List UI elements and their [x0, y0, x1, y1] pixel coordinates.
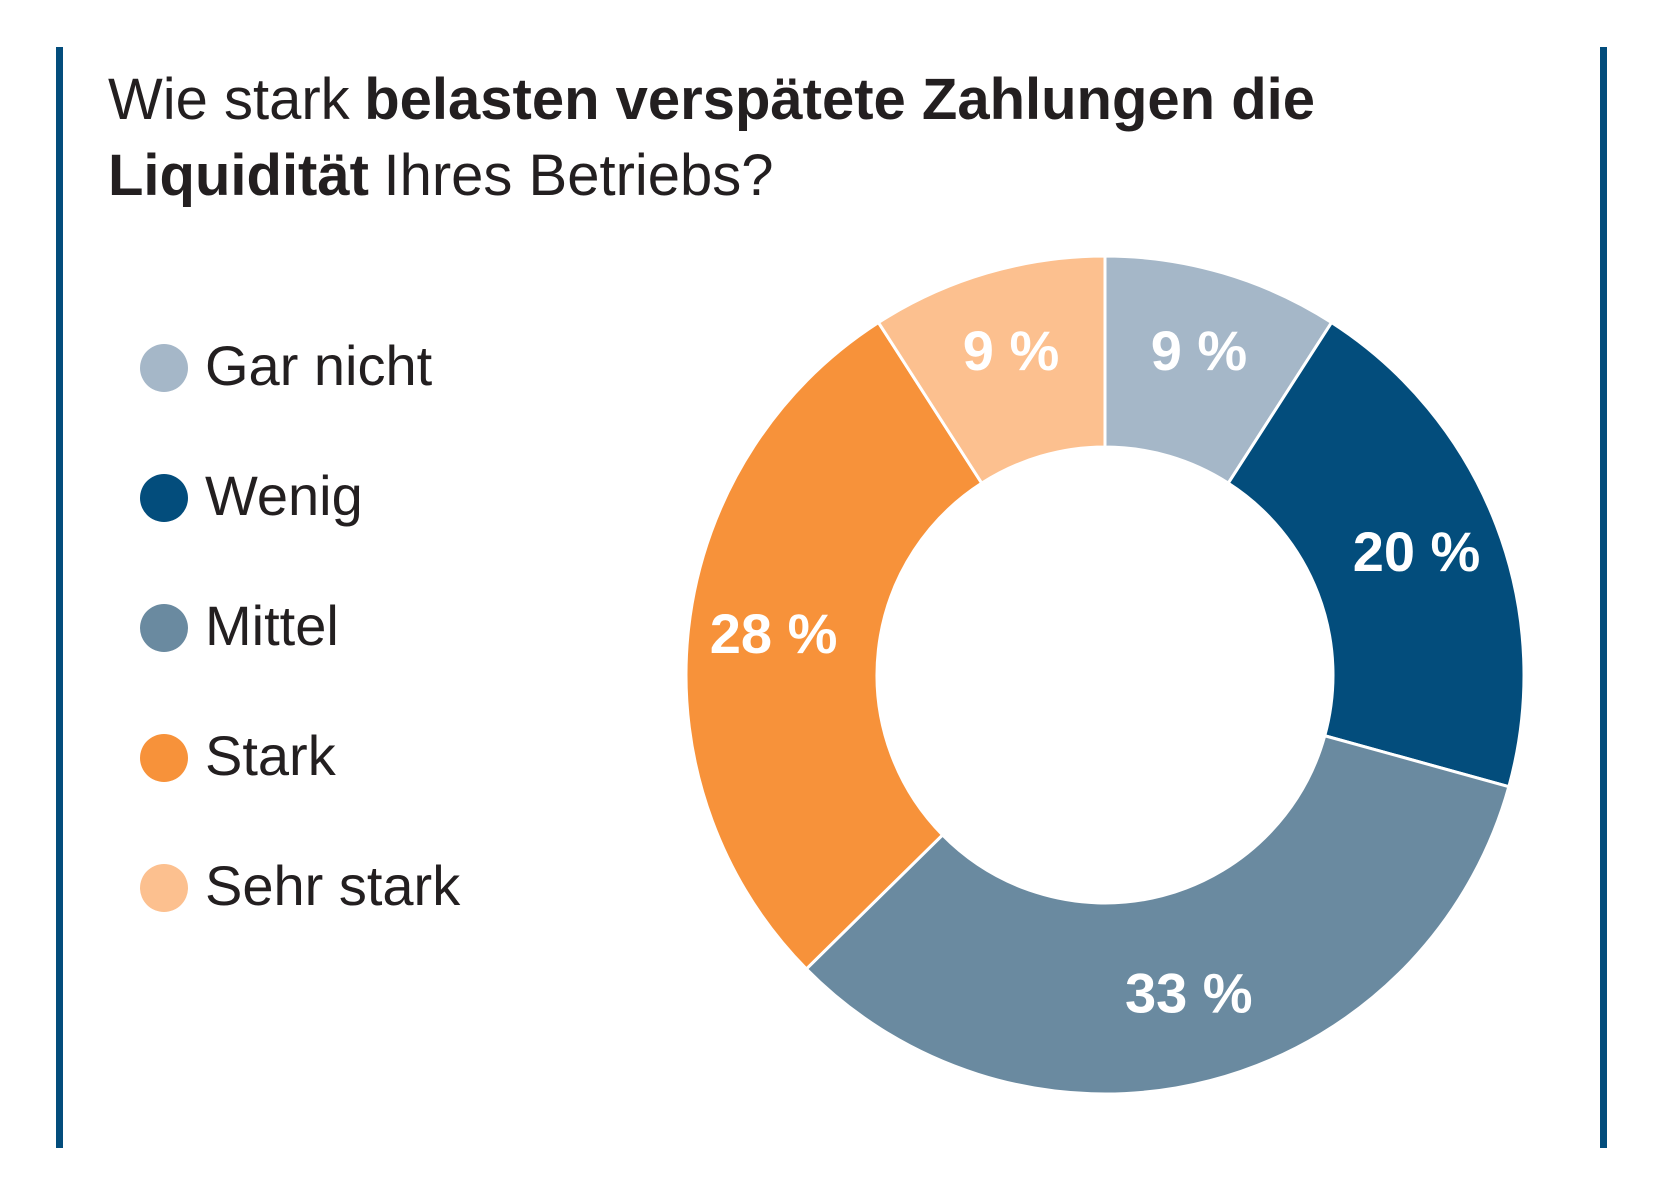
donut-slice: [684, 320, 984, 972]
value-label: 20 %: [1353, 520, 1481, 583]
legend-label: Gar nicht: [205, 334, 433, 397]
value-label: 9 %: [963, 319, 1060, 382]
legend-swatch: [140, 734, 188, 782]
legend-swatch: [140, 474, 188, 522]
title-line: Wie stark belasten verspätete Zahlungen d…: [108, 62, 1330, 138]
border-bar: [56, 47, 63, 1148]
legend-swatch: [140, 864, 188, 912]
title-line: Liquidität Ihres Betriebs?: [108, 138, 1330, 214]
value-label: 9 %: [1151, 319, 1248, 382]
title-segment: Ihres Betriebs?: [383, 143, 774, 208]
legend-label: Stark: [205, 724, 337, 787]
donut-slice: [1226, 320, 1526, 789]
legend-label: Mittel: [205, 594, 339, 657]
title-segment: Liquidität: [108, 143, 369, 208]
value-label: 33 %: [1125, 962, 1253, 1025]
title-segment: belasten verspätete Zahlungen die: [364, 67, 1316, 132]
value-label: 28 %: [710, 602, 838, 665]
legend-swatch: [140, 604, 188, 652]
legend-label: Wenig: [205, 464, 363, 527]
legend-label: Sehr stark: [205, 854, 461, 917]
title-segment: Wie stark: [108, 67, 350, 132]
border-bar: [1600, 47, 1607, 1148]
donut-slice: [804, 733, 1511, 1096]
legend-swatch: [140, 344, 188, 392]
chart-title: Wie stark belasten verspätete Zahlungen d…: [108, 62, 1330, 214]
donut-slice: [876, 254, 1107, 486]
